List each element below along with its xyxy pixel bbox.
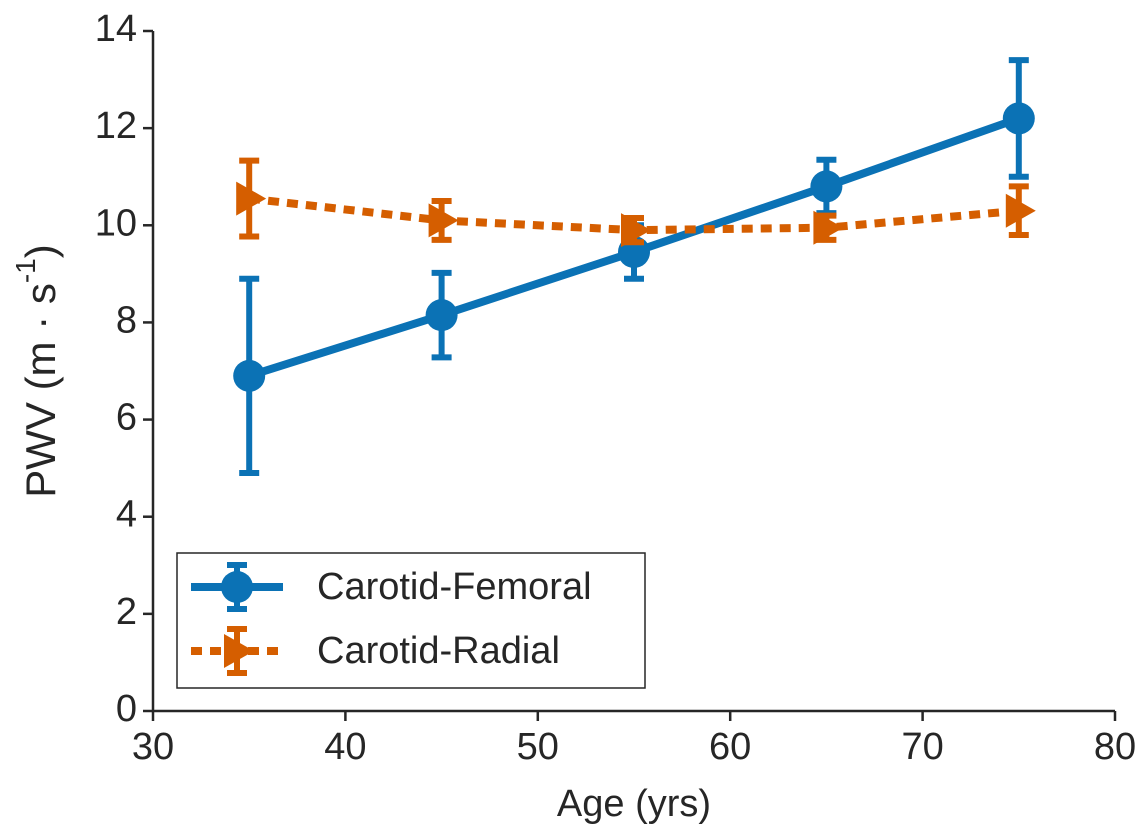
- marker: [236, 181, 267, 216]
- x-tick-label: 30: [132, 726, 174, 768]
- x-tick-label: 40: [324, 726, 366, 768]
- legend-frame: [176, 552, 646, 689]
- marker: [1002, 102, 1035, 135]
- marker: [428, 203, 459, 238]
- y-axis-label: PWV (m · s-1): [10, 244, 64, 498]
- x-tick-label: 70: [901, 726, 943, 768]
- y-tick-label: 0: [116, 688, 137, 730]
- marker: [621, 213, 651, 248]
- x-tick-label: 60: [709, 726, 751, 768]
- marker: [1005, 193, 1036, 228]
- legend-marker: [221, 571, 253, 603]
- y-axis-label-superscript: -1: [10, 258, 41, 283]
- y-tick-label: 6: [116, 397, 137, 439]
- y-tick-label: 10: [95, 202, 137, 244]
- y-tick-label: 12: [95, 105, 137, 147]
- y-axis-label-text: PWV (m · s: [17, 283, 64, 498]
- y-tick-label: 4: [116, 494, 137, 536]
- legend: Carotid-Femoral Carotid-Radial: [176, 552, 646, 689]
- legend-item: Carotid-Femoral: [191, 562, 592, 612]
- y-axis-label-text: ): [17, 244, 64, 258]
- x-tick-label: 50: [517, 726, 559, 768]
- y-tick-label: 2: [116, 591, 137, 633]
- legend-label: Carotid-Radial: [317, 630, 560, 672]
- marker: [233, 359, 266, 392]
- legend-item: Carotid-Radial: [191, 626, 560, 676]
- marker: [425, 299, 458, 332]
- y-tick-label: 14: [95, 8, 137, 50]
- legend-marker: [224, 634, 254, 668]
- marker: [813, 210, 844, 245]
- x-axis-label: Age (yrs): [557, 783, 711, 825]
- marker: [810, 170, 843, 203]
- legend-label: Carotid-Femoral: [317, 566, 592, 608]
- x-tick-label: 80: [1094, 726, 1136, 768]
- y-tick-label: 8: [116, 299, 137, 341]
